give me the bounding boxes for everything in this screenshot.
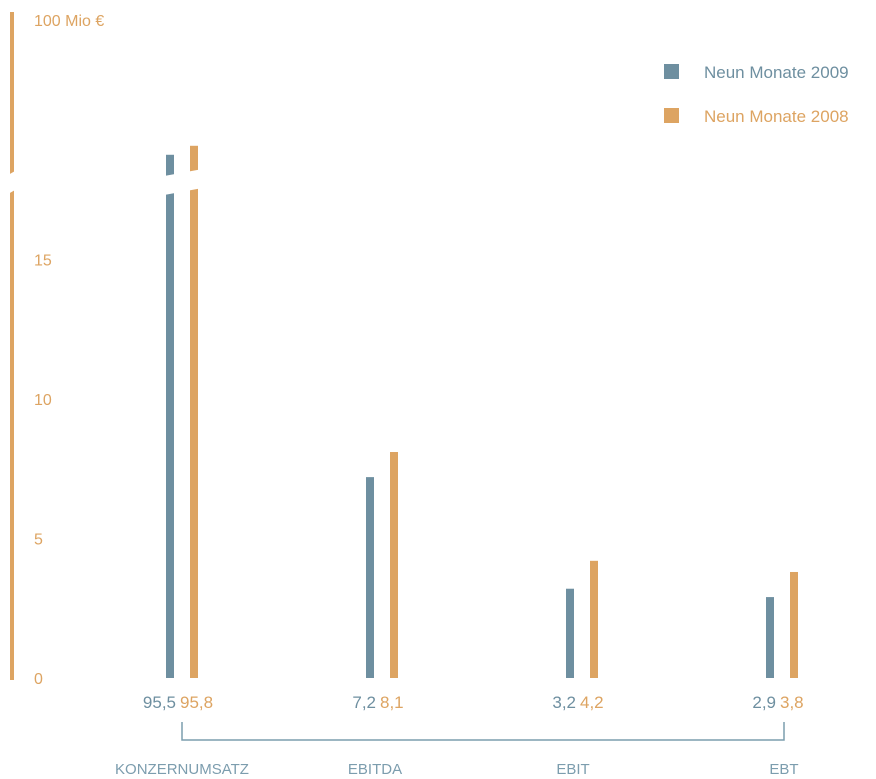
- legend-swatch: [664, 64, 679, 79]
- category-bracket: [181, 722, 785, 741]
- value-label-2009: 2,9: [752, 693, 776, 712]
- bars: [160, 145, 798, 679]
- y-tick-label: 15: [34, 253, 52, 270]
- bar-2008: [390, 452, 398, 678]
- bar-2008: [790, 571, 798, 678]
- y-axis: 0 5 10 15 100 Mio €: [5, 12, 104, 688]
- y-axis-line: [10, 12, 14, 680]
- value-label-2009: 7,2: [352, 693, 376, 712]
- bar-2008: [590, 560, 598, 678]
- legend-label: Neun Monate 2008: [704, 107, 849, 126]
- y-tick-label: 0: [34, 671, 43, 688]
- category-label: KONZERNUMSATZ: [115, 761, 249, 778]
- bar-2008: [190, 145, 198, 679]
- category-label: EBT: [769, 761, 798, 778]
- bracket-line: [181, 722, 785, 741]
- legend-swatch: [664, 108, 679, 123]
- bar-2009: [366, 477, 374, 678]
- legend: Neun Monate 2009 Neun Monate 2008: [664, 63, 849, 126]
- value-label-2009: 95,5: [143, 693, 176, 712]
- legend-label: Neun Monate 2009: [704, 63, 849, 82]
- value-labels: 95,5 95,8 7,2 8,1 3,2 4,2 2,9 3,8: [143, 693, 804, 712]
- category-label: EBIT: [556, 761, 589, 778]
- value-label-2008: 3,8: [780, 693, 804, 712]
- axis-break-gap: [5, 168, 19, 196]
- bar-2009: [166, 154, 174, 678]
- value-label-2009: 3,2: [552, 693, 576, 712]
- bar-2009: [766, 597, 774, 678]
- category-label: EBITDA: [348, 761, 402, 778]
- value-label-2008: 95,8: [180, 693, 213, 712]
- y-tick-label: 5: [34, 532, 43, 549]
- y-tick-label: 100 Mio €: [34, 13, 104, 30]
- y-tick-label: 10: [34, 392, 52, 409]
- value-label-2008: 4,2: [580, 693, 604, 712]
- bar-break-gap: [160, 168, 204, 196]
- value-label-2008: 8,1: [380, 693, 404, 712]
- category-labels: KONZERNUMSATZ EBITDA EBIT EBT: [115, 761, 799, 778]
- bar-2009: [566, 588, 574, 678]
